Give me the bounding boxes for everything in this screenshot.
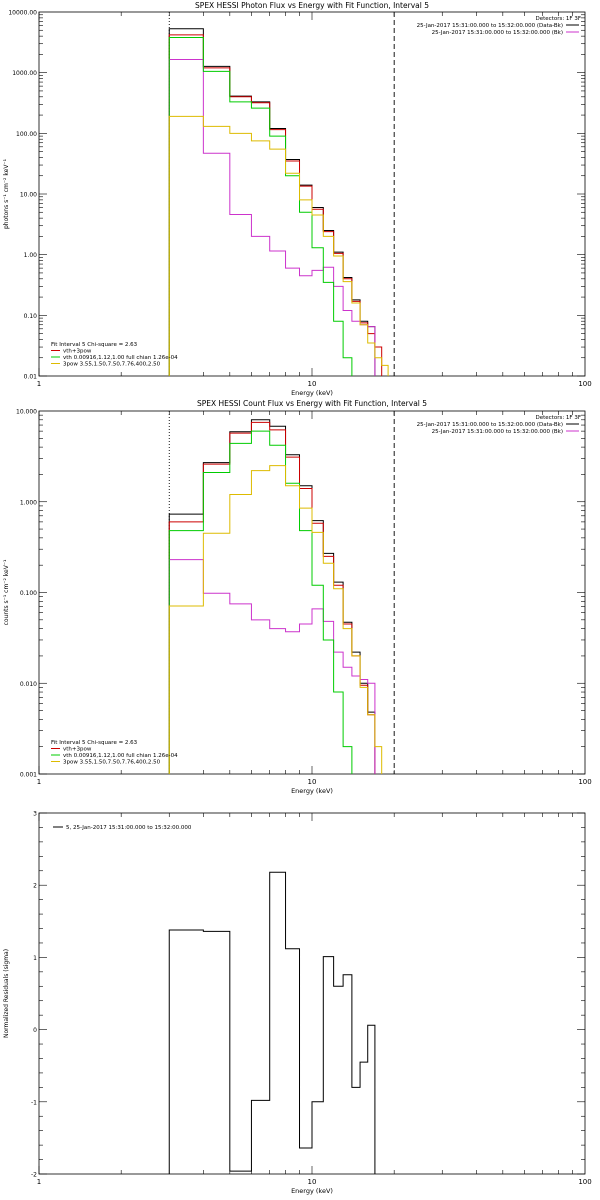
y-tick-label: 10.00 — [20, 192, 37, 199]
legend-top-text: 25-Jan-2017 15:31:00.000 to 15:32:00.000… — [417, 23, 563, 29]
legend-fit-text: Fit Interval 5 Chi-square = 2.63 — [51, 342, 138, 348]
series-line-1 — [168, 871, 376, 1174]
y-tick-label: 3 — [33, 811, 37, 818]
y-tick-label: 1.00 — [24, 252, 38, 259]
chart-title: SPEX HESSI Count Flux vs Energy with Fit… — [197, 399, 427, 408]
y-tick-label: 100.00 — [16, 131, 37, 138]
x-tick-label: 1 — [37, 1178, 41, 1186]
legend-bottom-text: 3pow 3.55,1.50,7.50,7.76,400,2.50 — [63, 760, 161, 766]
series-line-2 — [168, 34, 383, 376]
y-tick-label: 0.01 — [24, 374, 38, 381]
y-tick-label: 0.010 — [20, 681, 37, 688]
legend-top-text: 5, 25-Jan-2017 15:31:00.000 to 15:32:00.… — [66, 825, 192, 831]
y-tick-label: 0.001 — [20, 772, 37, 779]
y-axis-label: Normalized Residuals (sigma) — [3, 949, 10, 1038]
y-tick-label: 1.000 — [20, 499, 37, 506]
y-tick-label: 0.10 — [24, 313, 38, 320]
y-tick-label: 0 — [33, 1027, 37, 1034]
legend-top-text: 25-Jan-2017 15:31:00.000 to 15:32:00.000… — [417, 422, 563, 428]
y-axis-label: photons s⁻¹ cm⁻² keV⁻¹ — [3, 158, 10, 229]
legend-fit-text: Fit Interval 5 Chi-square = 2.63 — [51, 740, 138, 746]
y-tick-label: 0.100 — [20, 590, 37, 597]
y-tick-label: 1 — [33, 955, 37, 962]
chart-panel-3: 1 10 100 Energy (keV) -2 -1 0 1 2 3 Normalized Res… — [3, 811, 592, 1196]
x-tick-label: 100 — [578, 778, 591, 786]
series-line-5 — [168, 115, 389, 376]
legend-detectors-text: Detectors: 1F 3F — [535, 415, 581, 421]
x-axis-label: Energy (keV) — [291, 1187, 333, 1195]
x-axis-label: Energy (keV) — [291, 389, 333, 397]
legend-bottom-text: vth 0.00916,1.12,1.00 full chian 1.26e-0… — [63, 355, 178, 361]
chart-panel-2: SPEX HESSI Count Flux vs Energy with Fit… — [3, 399, 592, 795]
legend-top-text: 25-Jan-2017 15:31:00.000 to 15:32:00.000… — [432, 30, 563, 36]
y-tick-label: 2 — [33, 883, 37, 890]
y-tick-label: 10000.00 — [8, 10, 37, 17]
series-group — [168, 28, 389, 376]
legend-bottom-text: 3pow 3.55,1.50,7.50,7.76,400,2.50 — [63, 362, 161, 368]
legend-bottom-text: vth+3pow — [63, 349, 92, 355]
x-tick-label: 10 — [308, 380, 317, 388]
series-group — [168, 871, 376, 1174]
legend-bottom-text: vth 0.00916,1.12,1.00 full chian 1.26e-0… — [63, 753, 178, 759]
y-tick-label: -1 — [31, 1099, 37, 1106]
series-line-4 — [168, 36, 353, 376]
x-tick-label: 10 — [308, 1178, 317, 1186]
legend-bottom-text: vth+3pow — [63, 747, 92, 753]
x-axis-label: Energy (keV) — [291, 787, 333, 795]
y-axis-label: counts s⁻¹ cm⁻² keV⁻¹ — [3, 559, 10, 625]
chart-title: SPEX HESSI Photon Flux vs Energy with Fi… — [195, 1, 429, 10]
series-group — [168, 419, 383, 774]
x-tick-label: 10 — [308, 778, 317, 786]
chart-panel-1: SPEX HESSI Photon Flux vs Energy with Fi… — [3, 1, 592, 397]
series-line-4 — [168, 430, 353, 774]
legend-top-text: 25-Jan-2017 15:31:00.000 to 15:32:00.000… — [432, 429, 563, 435]
x-tick-label: 100 — [578, 380, 591, 388]
series-line-5 — [168, 465, 383, 774]
y-tick-label: 10.000 — [16, 409, 37, 416]
x-tick-label: 1 — [37, 380, 41, 388]
x-tick-label: 100 — [578, 1178, 591, 1186]
x-tick-label: 1 — [37, 778, 41, 786]
y-tick-label: -2 — [31, 1172, 37, 1179]
y-tick-label: 1000.00 — [12, 70, 37, 77]
legend-detectors-text: Detectors: 1F 3F — [535, 16, 581, 22]
